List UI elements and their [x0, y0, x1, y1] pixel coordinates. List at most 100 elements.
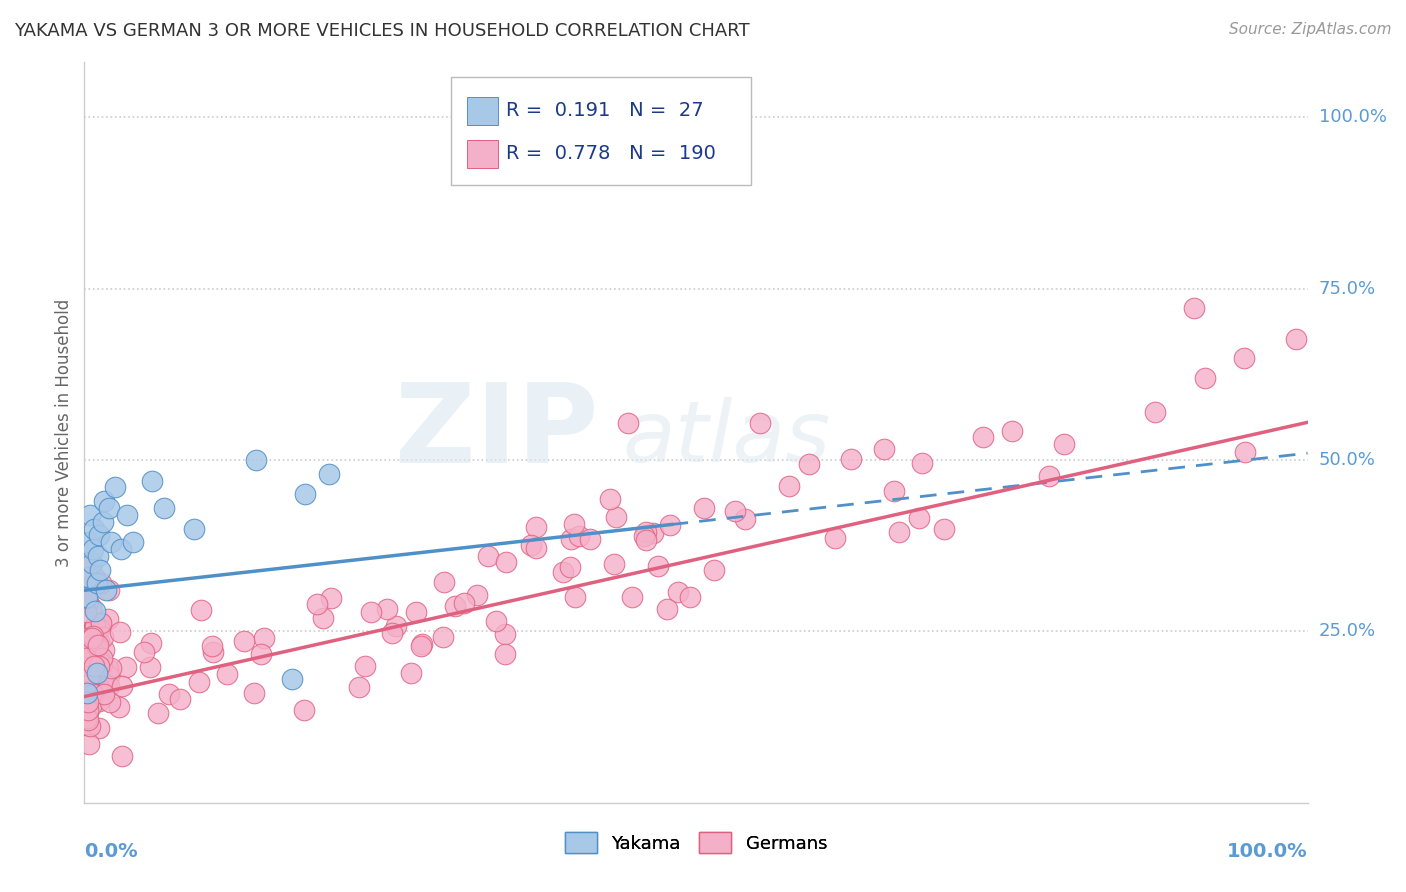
- Point: [75, 709, 97, 723]
- Point: [80, 698, 103, 713]
- Point: [77, 705, 100, 719]
- Point: [399, 665, 422, 680]
- Point: [80, 641, 103, 656]
- Point: [494, 627, 516, 641]
- Point: [97, 611, 120, 625]
- Point: [972, 430, 994, 444]
- Point: [79, 674, 101, 689]
- Point: [605, 510, 627, 524]
- Point: [80, 653, 103, 667]
- Point: [349, 681, 371, 695]
- Point: [183, 522, 205, 536]
- Point: [243, 686, 266, 700]
- Text: R =  0.778   N =  190: R = 0.778 N = 190: [506, 144, 716, 163]
- Text: 25.0%: 25.0%: [1319, 623, 1376, 640]
- Point: [87, 638, 110, 652]
- Point: [96, 583, 118, 598]
- Point: [655, 602, 678, 616]
- Point: [524, 541, 547, 555]
- Point: [82, 576, 104, 591]
- Point: [93, 687, 115, 701]
- Point: [76, 632, 98, 646]
- Point: [76, 718, 98, 732]
- Point: [432, 630, 454, 644]
- Point: [443, 599, 465, 614]
- Point: [76, 686, 98, 700]
- Point: [294, 487, 316, 501]
- Point: [104, 480, 127, 494]
- Point: [100, 661, 122, 675]
- Point: [100, 535, 122, 549]
- Point: [79, 683, 101, 698]
- Point: [83, 659, 105, 673]
- Text: 50.0%: 50.0%: [1319, 451, 1375, 469]
- Point: [86, 576, 108, 591]
- Point: [824, 531, 846, 545]
- Point: [87, 549, 110, 563]
- Point: [75, 679, 97, 693]
- Point: [77, 595, 100, 609]
- Point: [76, 659, 98, 673]
- Point: [659, 518, 682, 533]
- Point: [84, 604, 107, 618]
- Point: [76, 658, 98, 673]
- Point: [77, 665, 100, 679]
- Point: [250, 647, 273, 661]
- Point: [84, 619, 107, 633]
- Point: [724, 504, 747, 518]
- Point: [281, 673, 304, 687]
- Point: [90, 651, 112, 665]
- Point: [87, 621, 110, 635]
- Point: [75, 654, 97, 668]
- Point: [111, 748, 134, 763]
- Point: [603, 557, 626, 571]
- Point: [562, 516, 585, 531]
- Point: [82, 687, 104, 701]
- Point: [89, 576, 111, 591]
- Point: [190, 603, 212, 617]
- Point: [75, 638, 97, 652]
- Point: [201, 645, 224, 659]
- Text: 100.0%: 100.0%: [1227, 842, 1308, 861]
- Point: [75, 651, 97, 665]
- Point: [1285, 332, 1308, 346]
- Text: ZIP: ZIP: [395, 379, 598, 486]
- Point: [76, 674, 98, 689]
- Point: [76, 590, 98, 604]
- Point: [93, 494, 115, 508]
- Point: [115, 508, 138, 522]
- Point: [245, 453, 267, 467]
- Text: atlas: atlas: [623, 397, 831, 480]
- Point: [110, 680, 132, 694]
- Point: [76, 633, 98, 648]
- Point: [75, 689, 97, 703]
- Point: [292, 703, 315, 717]
- Point: [887, 524, 910, 539]
- Point: [79, 718, 101, 732]
- Point: [110, 542, 132, 557]
- Point: [908, 511, 931, 525]
- Point: [90, 615, 112, 630]
- Text: 75.0%: 75.0%: [1319, 280, 1376, 298]
- Point: [375, 602, 398, 616]
- Point: [83, 636, 105, 650]
- Point: [75, 652, 97, 666]
- Point: [778, 478, 800, 492]
- Point: [89, 652, 111, 666]
- Point: [409, 639, 432, 653]
- Point: [666, 584, 689, 599]
- Point: [1144, 404, 1167, 418]
- Point: [692, 501, 714, 516]
- Point: [90, 615, 112, 630]
- Point: [91, 515, 114, 529]
- Point: [797, 457, 820, 471]
- Point: [83, 632, 105, 647]
- Point: [77, 569, 100, 583]
- Point: [411, 637, 433, 651]
- Point: [83, 620, 105, 634]
- Point: [91, 630, 114, 644]
- Point: [79, 628, 101, 642]
- Point: [932, 522, 955, 536]
- Text: 100.0%: 100.0%: [1319, 108, 1386, 127]
- Point: [551, 565, 574, 579]
